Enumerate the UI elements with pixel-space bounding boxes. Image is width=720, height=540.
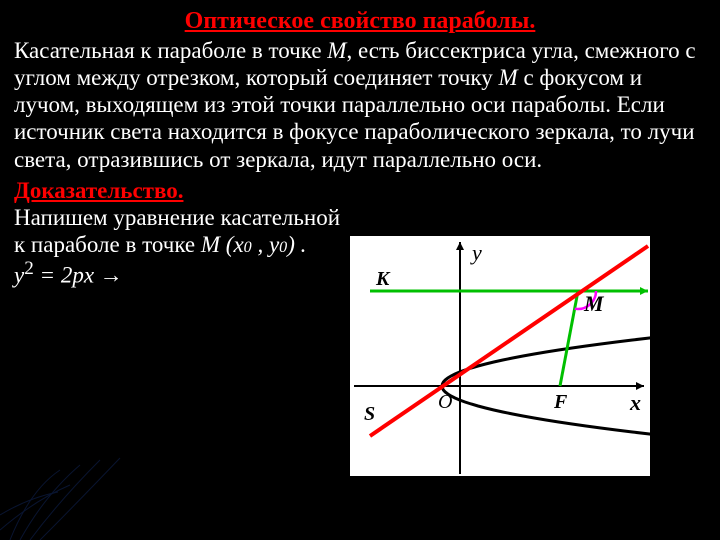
proof-eq-y: y <box>14 263 24 288</box>
proof-eq-rest: = 2px → <box>34 263 123 288</box>
point-M-1: М <box>327 38 346 63</box>
proof-sub-0a: 0 <box>244 239 252 256</box>
slide-title: Оптическое свойство параболы. <box>14 8 706 35</box>
svg-text:y: y <box>470 240 482 265</box>
proof-heading: Доказательство. <box>14 178 183 203</box>
proof-comma: , y <box>252 232 279 257</box>
svg-text:O: O <box>438 391 452 413</box>
proof-block: Доказательство. Напишем уравнение касате… <box>14 177 354 289</box>
corner-decoration <box>0 420 200 540</box>
svg-text:F: F <box>553 391 568 413</box>
svg-text:K: K <box>375 268 391 290</box>
proof-sub-0b: 0 <box>279 239 287 256</box>
paragraph-part-1: Касательная к параболе в точке <box>14 38 327 63</box>
svg-text:S: S <box>364 403 375 425</box>
svg-text:M: M <box>583 291 605 316</box>
proof-close: ) . <box>287 232 306 257</box>
point-M-2: М <box>499 65 518 90</box>
proof-sup-2: 2 <box>24 258 34 279</box>
main-paragraph: Касательная к параболе в точке М, есть б… <box>14 37 706 173</box>
parabola-diagram: K M F Ox y S <box>350 236 650 476</box>
svg-text:x: x <box>629 390 641 415</box>
proof-point-M: М (x <box>201 232 244 257</box>
figure-container: K M F Ox y S <box>350 236 710 536</box>
